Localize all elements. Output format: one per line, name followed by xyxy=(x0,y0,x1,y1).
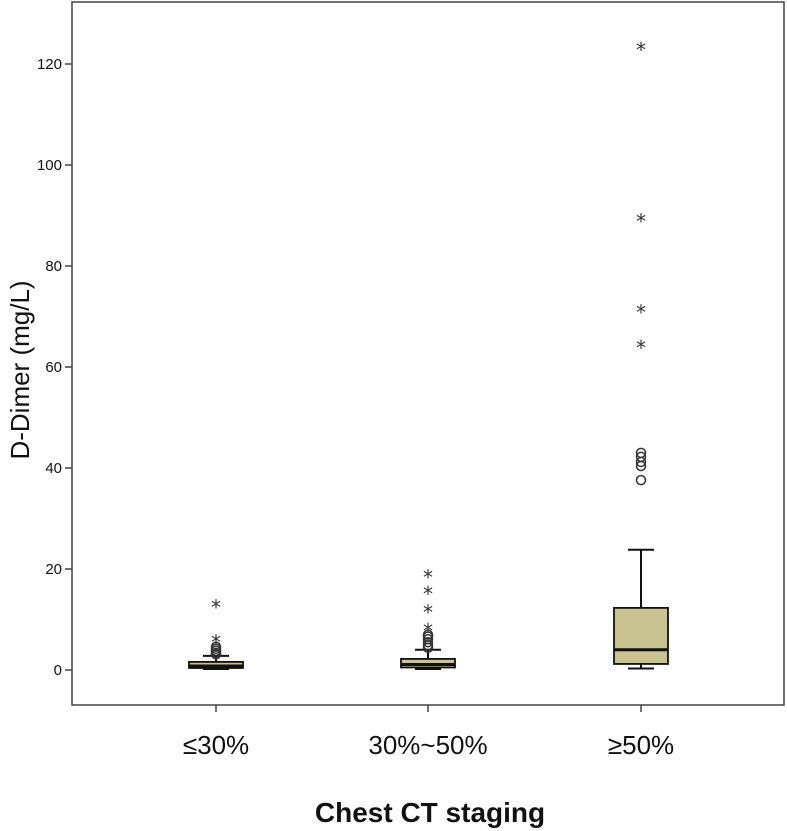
y-tick-label: 80 xyxy=(45,258,62,275)
extreme-point: * xyxy=(636,336,646,360)
outlier-point xyxy=(635,451,647,463)
outlier-point xyxy=(422,636,434,648)
y-tick-label: 60 xyxy=(45,359,62,376)
y-axis: 0 20 40 60 80 100 120 xyxy=(37,56,72,679)
x-tick-label: ≤30% xyxy=(183,730,249,760)
box-group: **** xyxy=(400,566,456,670)
extreme-point: * xyxy=(423,600,433,624)
outlier-point xyxy=(635,447,647,459)
extreme-point: * xyxy=(636,300,646,324)
outlier-point xyxy=(210,641,222,653)
y-tick-label: 0 xyxy=(54,662,62,679)
x-tick-label: 30%~50% xyxy=(368,730,487,760)
y-tick-label: 120 xyxy=(37,56,62,73)
outlier-point xyxy=(635,474,647,486)
extreme-point: * xyxy=(423,582,433,606)
box-group: ** xyxy=(188,595,244,670)
box-group: * * * * xyxy=(613,38,669,670)
y-tick-label: 20 xyxy=(45,561,62,578)
extreme-point: * xyxy=(211,631,221,655)
x-axis-title: Chest CT staging xyxy=(315,797,545,828)
y-axis-title: D-Dimer (mg/L) xyxy=(5,280,35,459)
extreme-point: * xyxy=(636,210,646,234)
extreme-point: * xyxy=(423,566,433,590)
iqr-box xyxy=(613,606,669,665)
outlier-point xyxy=(422,629,434,640)
box-plots: ********** xyxy=(188,38,669,670)
y-tick-label: 40 xyxy=(45,460,62,477)
x-axis: ≤30% 30%~50% ≥50% xyxy=(183,705,674,760)
extreme-point: * xyxy=(636,38,646,62)
extreme-point: * xyxy=(211,595,221,619)
x-tick-label: ≥50% xyxy=(608,730,674,760)
y-tick-label: 100 xyxy=(37,157,62,174)
extreme-point: * xyxy=(423,619,433,643)
